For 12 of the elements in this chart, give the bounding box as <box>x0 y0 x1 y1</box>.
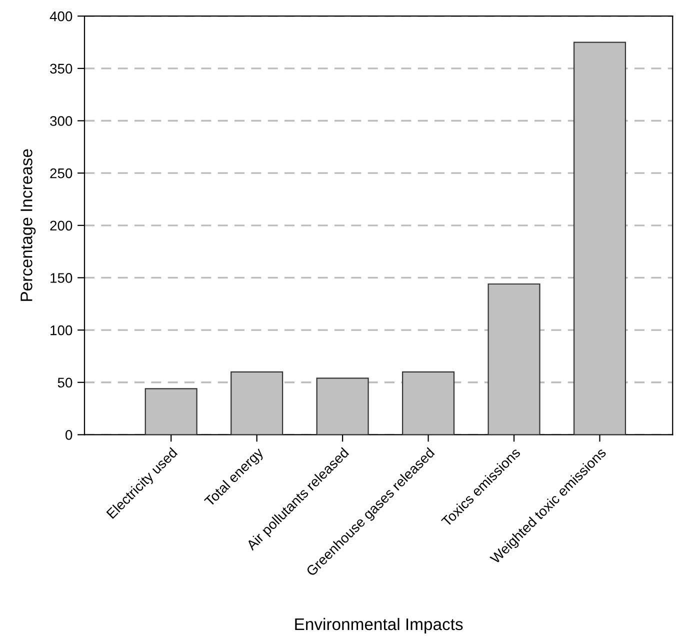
x-axis-title: Environmental Impacts <box>295 618 463 634</box>
y-tick-label: 0 <box>66 430 72 440</box>
y-axis-title: Percentage Increase <box>20 149 36 301</box>
y-tick-label: 350 <box>50 64 72 74</box>
y-tick-label: 150 <box>50 273 72 283</box>
y-tick-label: 300 <box>50 116 72 126</box>
y-tick-label: 250 <box>50 168 72 178</box>
bar <box>144 388 198 435</box>
y-tick-label: 100 <box>50 325 72 336</box>
y-tick-label: 200 <box>50 220 72 231</box>
y-tick-label: 50 <box>58 378 72 388</box>
y-tick-label: 400 <box>50 11 72 22</box>
